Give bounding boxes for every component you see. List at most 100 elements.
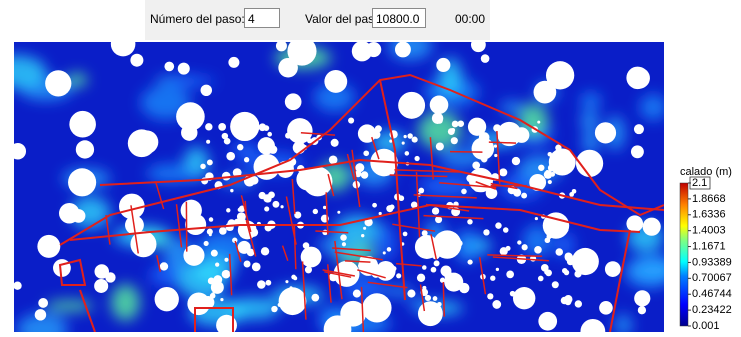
dry-blob — [398, 92, 425, 119]
building — [239, 135, 243, 139]
building — [391, 266, 396, 271]
building — [538, 165, 544, 171]
depth-patch — [111, 284, 140, 321]
dry-blob — [130, 54, 143, 67]
dry-blob — [94, 279, 108, 293]
depth-patch — [640, 94, 667, 120]
building — [290, 286, 293, 289]
building — [541, 264, 549, 272]
building — [481, 156, 488, 163]
building — [238, 208, 242, 212]
building — [399, 195, 405, 201]
dry-blob — [38, 298, 48, 308]
depth-patch — [388, 32, 432, 60]
building — [562, 268, 567, 273]
building — [355, 163, 364, 172]
dry-blob — [130, 231, 156, 257]
building — [250, 176, 258, 184]
legend-label: 0.46744 — [692, 288, 732, 300]
building — [313, 209, 318, 214]
building — [461, 189, 467, 195]
building — [320, 174, 329, 183]
legend-label: 1.1671 — [692, 240, 726, 252]
building — [418, 188, 424, 194]
legend-label: 0.93389 — [692, 256, 732, 268]
building — [492, 300, 501, 309]
building — [382, 168, 385, 171]
dry-blob — [35, 309, 46, 320]
dry-blob — [572, 248, 599, 275]
building — [407, 290, 415, 298]
dry-blob — [176, 102, 205, 131]
building — [223, 133, 227, 137]
dry-blob — [285, 93, 302, 110]
building — [414, 156, 419, 161]
building — [363, 227, 366, 230]
building — [572, 189, 577, 194]
building — [434, 260, 440, 266]
building — [494, 145, 497, 148]
dry-blob — [366, 42, 381, 57]
map-layer — [0, 32, 677, 337]
dry-blob — [546, 61, 574, 89]
building — [506, 271, 514, 279]
building — [237, 144, 243, 150]
building — [278, 303, 282, 307]
building — [280, 205, 283, 208]
building — [323, 206, 326, 209]
dry-blob — [13, 282, 21, 290]
building — [407, 133, 412, 138]
building — [237, 212, 246, 221]
building — [206, 140, 210, 144]
building — [226, 152, 235, 161]
building — [271, 306, 277, 312]
building — [222, 270, 231, 279]
building — [457, 120, 464, 127]
building — [412, 137, 418, 143]
building — [451, 128, 455, 132]
legend-label: 1.8668 — [692, 193, 726, 205]
building — [499, 168, 507, 176]
dry-blob — [362, 293, 391, 322]
dry-blob — [324, 70, 347, 93]
dry-blob — [638, 306, 646, 314]
legend-label: 0.001 — [692, 320, 720, 332]
depth-patch — [580, 92, 601, 108]
building — [467, 259, 472, 264]
dry-blob — [164, 62, 174, 72]
dry-blob — [76, 140, 94, 158]
building — [200, 164, 205, 169]
building — [389, 205, 394, 210]
building — [361, 234, 364, 237]
dry-blob — [68, 168, 96, 196]
building — [436, 142, 444, 150]
building — [456, 240, 463, 247]
street — [489, 142, 516, 143]
building — [342, 242, 346, 246]
building — [555, 248, 563, 256]
building — [402, 142, 405, 145]
building — [209, 217, 214, 222]
legend-label: 0.23422 — [692, 304, 732, 316]
building — [305, 266, 312, 273]
building — [476, 119, 479, 122]
building — [545, 237, 551, 243]
building — [431, 267, 437, 273]
building — [503, 227, 509, 233]
building — [534, 246, 542, 254]
building — [490, 276, 495, 281]
dry-blob — [45, 70, 71, 96]
building — [494, 154, 497, 157]
building — [472, 162, 480, 170]
building — [500, 247, 508, 255]
building — [215, 262, 219, 266]
depth-patch — [627, 260, 677, 281]
building — [555, 158, 562, 165]
legend-label: 1.4003 — [692, 225, 726, 237]
building — [244, 261, 251, 268]
building — [422, 265, 427, 270]
building — [308, 180, 311, 183]
building — [219, 227, 227, 235]
building — [432, 207, 439, 214]
street — [443, 282, 444, 317]
